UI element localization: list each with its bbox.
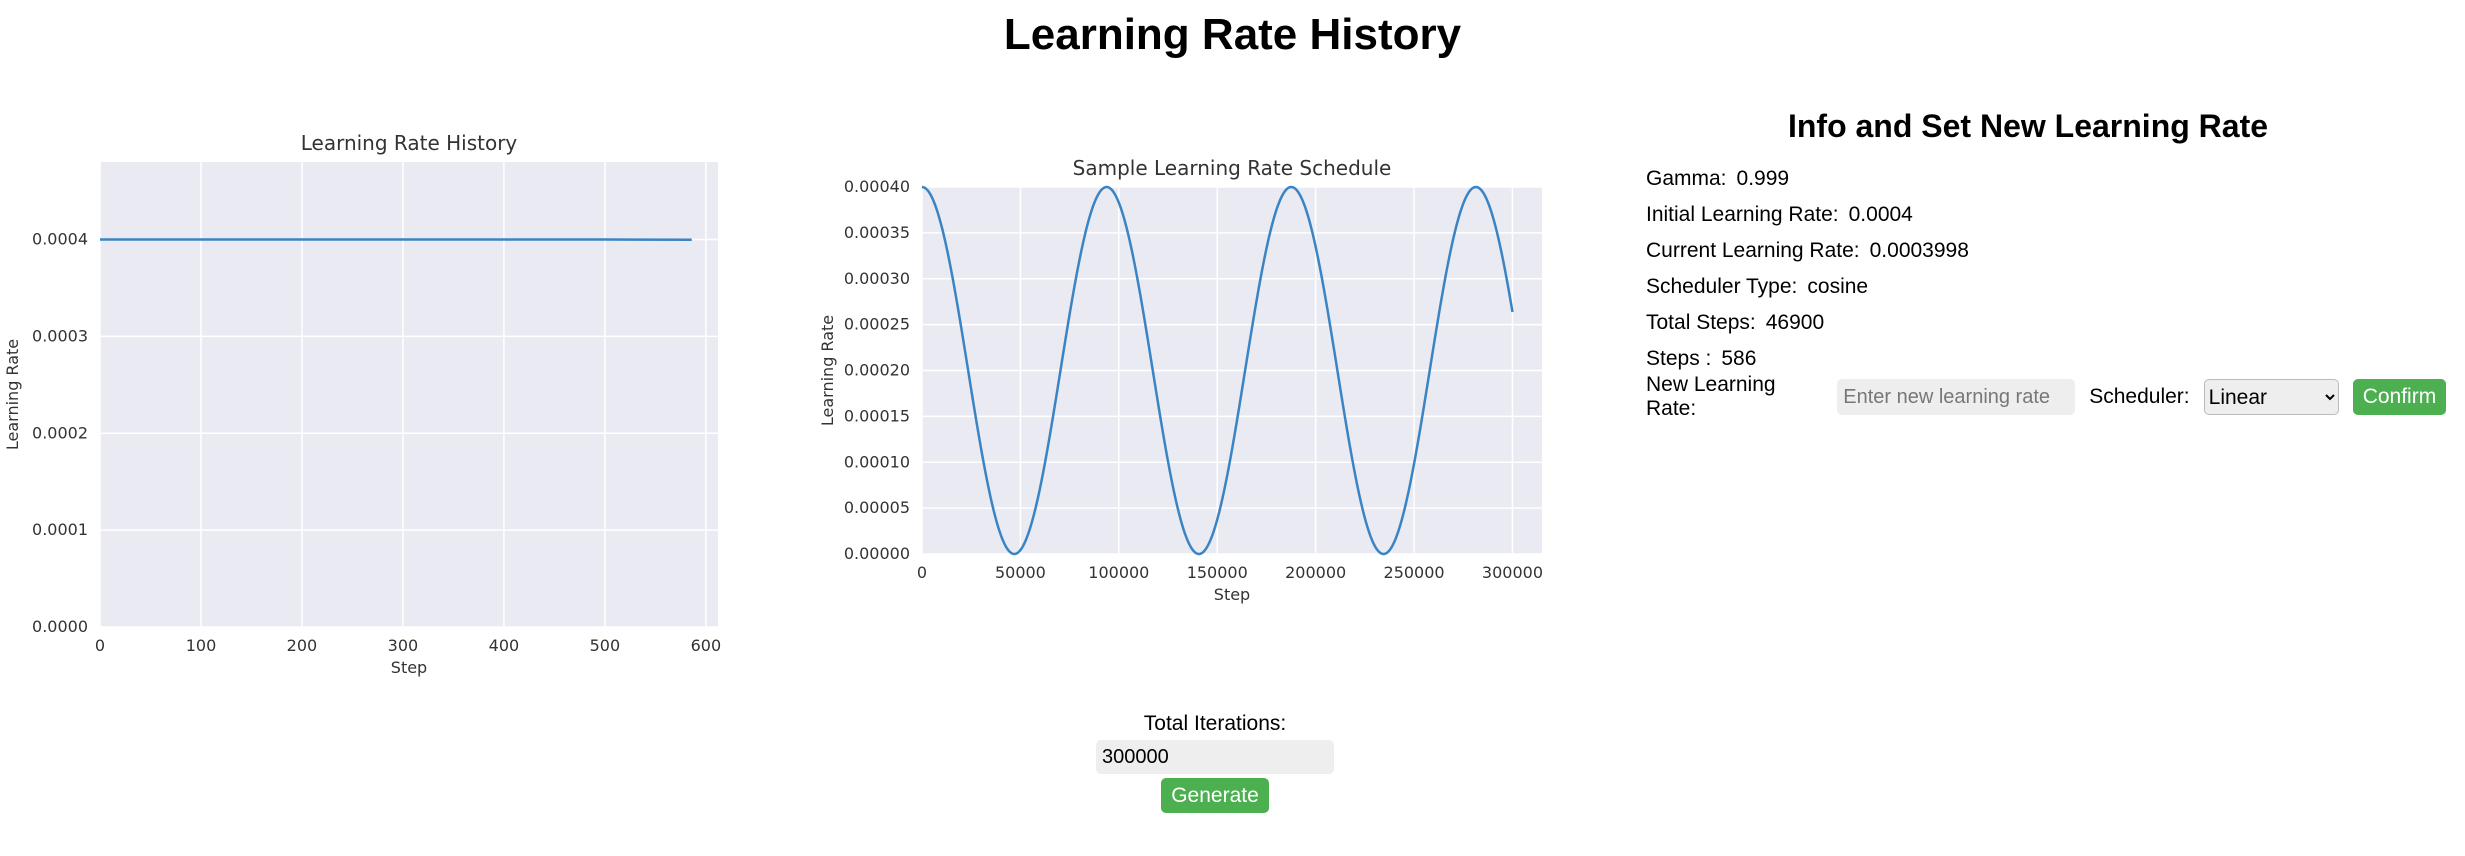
x-tick-label: 100 [186, 636, 217, 655]
y-tick-label: 0.0001 [32, 520, 88, 539]
info-label: Steps : [1646, 347, 1712, 370]
info-value: 586 [1721, 347, 1757, 370]
info-value: 0.0003998 [1869, 239, 1969, 262]
y-tick-label: 0.00015 [844, 406, 910, 425]
new-lr-label: New Learning Rate: [1646, 373, 1776, 420]
x-tick-label: 150000 [1187, 563, 1248, 582]
info-label: Initial Learning Rate: [1646, 203, 1839, 226]
info-label: Current Learning Rate: [1646, 239, 1860, 262]
info-row-total-steps: Total Steps: 46900 [1646, 305, 2446, 341]
total-iterations-input[interactable] [1096, 740, 1334, 774]
y-tick-label: 0.00025 [844, 315, 910, 334]
generate-button[interactable]: Generate [1161, 778, 1269, 813]
x-tick-label: 600 [691, 636, 722, 655]
info-value: cosine [1807, 275, 1869, 298]
x-axis-label: Step [391, 658, 427, 677]
x-tick-label: 200000 [1285, 563, 1346, 582]
sample-schedule-chart: 0 50000 100000 150000 200000 250000 300000 0.00… [818, 156, 1543, 604]
chart-title: Sample Learning Rate Schedule [1073, 156, 1392, 180]
confirm-button[interactable]: Confirm [2352, 379, 2446, 415]
x-tick-label: 200 [287, 636, 318, 655]
y-tick-label: 0.00010 [844, 452, 910, 471]
page-title: Learning Rate History [1003, 10, 1462, 59]
info-label: Scheduler Type: [1646, 275, 1798, 298]
info-row-steps: Steps : 586 [1646, 341, 2446, 377]
y-axis-label: Learning Rate [3, 339, 22, 450]
info-value: 0.999 [1736, 167, 1790, 190]
x-tick-label: 300 [388, 636, 419, 655]
x-tick-label: 400 [489, 636, 520, 655]
y-tick-label: 0.0002 [32, 423, 88, 442]
x-tick-label: 0 [917, 563, 927, 582]
new-lr-row: New Learning Rate: Scheduler: Linear Con… [1646, 373, 2446, 420]
y-tick-label: 0.0000 [32, 617, 88, 636]
x-tick-label: 300000 [1482, 563, 1543, 582]
info-row-gamma: Gamma: 0.999 [1646, 161, 2446, 197]
x-tick-label: 500 [590, 636, 621, 655]
info-panel: Info and Set New Learning Rate Gamma: 0.9… [1646, 108, 2446, 420]
y-tick-label: 0.0004 [32, 230, 88, 249]
iterations-block: Total Iterations: Generate [1095, 712, 1335, 813]
info-row-initial-lr: Initial Learning Rate: 0.0004 [1646, 197, 2446, 233]
info-title: Info and Set New Learning Rate [1787, 108, 2269, 144]
x-tick-label: 250000 [1384, 563, 1445, 582]
chart-title: Learning Rate History [301, 131, 518, 155]
series-line [921, 185, 1514, 556]
scheduler-label: Scheduler: [2089, 385, 2190, 408]
info-value: 0.0004 [1848, 203, 1913, 226]
info-row-scheduler-type: Scheduler Type: cosine [1646, 269, 2446, 305]
scheduler-select[interactable]: Linear [2203, 379, 2339, 415]
y-tick-label: 0.00035 [844, 223, 910, 242]
x-tick-label: 100000 [1088, 563, 1149, 582]
y-tick-label: 0.0003 [32, 326, 88, 345]
y-tick-label: 0.00030 [844, 269, 910, 288]
y-tick-label: 0.00020 [844, 361, 910, 380]
new-lr-input[interactable] [1837, 379, 2076, 415]
y-tick-label: 0.00005 [844, 498, 910, 517]
y-tick-label: 0.00040 [844, 177, 910, 196]
x-axis-label: Step [1214, 585, 1250, 604]
x-tick-label: 50000 [995, 563, 1046, 582]
y-tick-label: 0.00000 [844, 544, 910, 563]
y-axis-label: Learning Rate [818, 315, 837, 426]
info-label: Gamma: [1646, 167, 1727, 190]
learning-rate-history-chart: 0 100 200 300 400 500 600 0.0000 0.0001 0.0002 0.0… [3, 131, 722, 677]
info-label: Total Steps: [1646, 311, 1756, 334]
x-tick-label: 0 [95, 636, 105, 655]
info-value: 46900 [1765, 311, 1825, 334]
info-row-current-lr: Current Learning Rate: 0.0003998 [1646, 233, 2446, 269]
plot-area [100, 162, 718, 627]
total-iterations-label: Total Iterations: [1143, 712, 1287, 735]
